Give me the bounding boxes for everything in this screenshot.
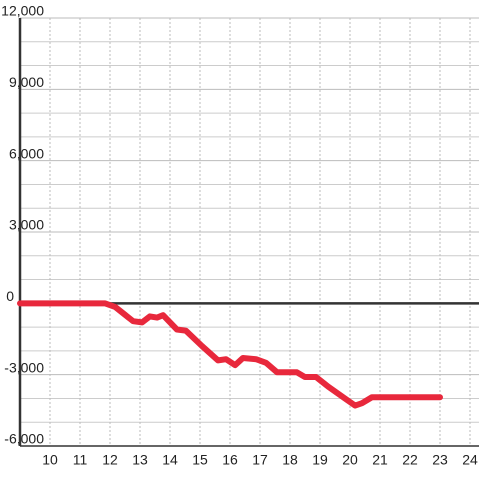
x-tick-label: 20 [342,452,358,468]
x-tick-label: 14 [162,452,178,468]
x-tick-label: 15 [192,452,208,468]
x-tick-label: 11 [73,452,88,468]
x-tick-label: 21 [372,452,388,468]
line-series [17,300,443,409]
y-tick-label: 9,000 [9,74,44,90]
x-tick-label: 24 [462,452,478,468]
x-tick-label: 13 [132,452,148,468]
x-tick-label: 18 [282,452,298,468]
x-tick-label: 12 [102,452,118,468]
y-tick-label: 6,000 [9,145,44,161]
y-tick-label: -3,000 [4,359,44,375]
y-tick-label: 0 [6,288,14,304]
y-tick-label: 12,000 [1,3,44,19]
x-tick-label: 10 [42,452,58,468]
x-tick-label: 23 [432,452,448,468]
y-tick-label: -6,000 [4,431,44,447]
x-tick-label: 16 [222,452,238,468]
x-tick-label: 19 [312,452,328,468]
x-tick-label: 17 [252,452,268,468]
x-tick-label: 22 [402,452,418,468]
y-tick-label: 3,000 [9,217,44,233]
